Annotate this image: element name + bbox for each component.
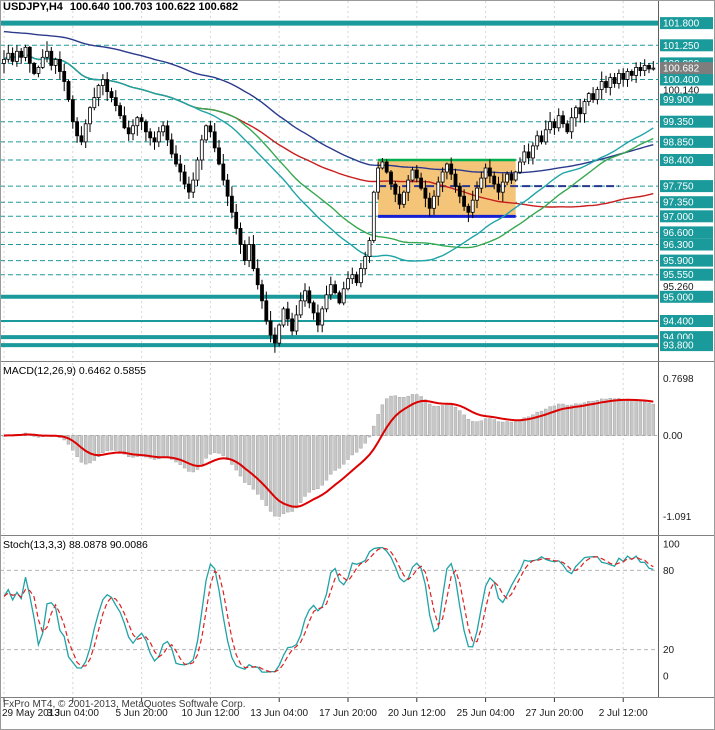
price-level-label: 93.800 bbox=[663, 341, 694, 352]
price-level-badge bbox=[660, 73, 713, 86]
price-tick-label: 100.140 bbox=[663, 85, 700, 96]
price-level-label: 94.000 bbox=[663, 333, 694, 344]
price-scale-background bbox=[659, 0, 715, 730]
price-level-label: 95.550 bbox=[663, 270, 694, 281]
price-level-label: 99.900 bbox=[663, 95, 694, 106]
price-level-badge bbox=[660, 339, 713, 352]
price-level-badge bbox=[660, 254, 713, 267]
macd-histogram bbox=[2, 394, 655, 517]
price-level-badge bbox=[660, 268, 713, 281]
ma-slow-blue-line bbox=[3, 30, 654, 174]
macd-axis-label: -1.091 bbox=[663, 512, 692, 523]
price-level-label: 97.350 bbox=[663, 198, 694, 209]
moving-averages bbox=[3, 30, 654, 262]
stoch-level-lines bbox=[0, 569, 658, 651]
current-price-box bbox=[660, 62, 713, 75]
price-level-badge bbox=[660, 210, 713, 223]
price-level-badge bbox=[660, 135, 713, 148]
price-level-label: 100.400 bbox=[663, 75, 700, 86]
stoch-axis-label: 80 bbox=[663, 566, 675, 577]
price-level-label: 95.900 bbox=[663, 256, 694, 267]
price-level-badge bbox=[660, 290, 713, 303]
price-level-badge bbox=[660, 238, 713, 251]
price-level-label: 96.600 bbox=[663, 228, 694, 239]
time-tick-label: 3 Jun 04:00 bbox=[47, 708, 100, 719]
stoch-k-line bbox=[3, 546, 654, 673]
stoch-axis-label: 20 bbox=[663, 645, 675, 656]
ma-fast-teal-line bbox=[3, 54, 654, 262]
price-level-badge bbox=[660, 154, 713, 166]
stoch-scale[interactable]: 100 80 20 0 bbox=[663, 540, 680, 683]
stoch-axis-label: 0 bbox=[663, 672, 669, 683]
macd-signal-line bbox=[3, 398, 654, 508]
price-level-badge bbox=[660, 93, 713, 106]
price-level-label: 101.800 bbox=[663, 19, 700, 30]
candles-layer bbox=[2, 41, 656, 353]
stoch-axis-label: 100 bbox=[663, 540, 680, 551]
time-tick-label: 20 Jun 12:00 bbox=[388, 708, 446, 719]
price-level-label: 95.000 bbox=[663, 292, 694, 303]
price-level-label: 98.850 bbox=[663, 137, 694, 148]
stoch-d-line bbox=[3, 547, 654, 673]
time-tick-label: 25 Jun 04:00 bbox=[457, 708, 515, 719]
price-level-badge bbox=[660, 17, 713, 30]
price-level-badge bbox=[660, 226, 713, 239]
support-resistance-lines bbox=[0, 20, 658, 348]
price-level-label: 97.750 bbox=[663, 182, 694, 193]
price-level-label: 94.400 bbox=[663, 317, 694, 328]
time-tick-label: 2 Jul 12:00 bbox=[599, 708, 648, 719]
price-level-label: 96.300 bbox=[663, 240, 694, 251]
price-level-badge bbox=[660, 115, 713, 128]
macd-axis-label: 0.00 bbox=[663, 431, 683, 442]
price-level-badge bbox=[660, 39, 713, 52]
time-tick-label: 27 Jun 20:00 bbox=[525, 708, 583, 719]
price-level-label: 101.250 bbox=[663, 41, 700, 52]
price-level-badge bbox=[660, 180, 713, 193]
time-tick-label: 29 May 2013 bbox=[2, 708, 60, 719]
time-tick-label: 13 Jun 04:00 bbox=[250, 708, 308, 719]
price-level-label: 97.000 bbox=[663, 212, 694, 223]
price-tick-label: 95.260 bbox=[663, 282, 694, 293]
price-level-label: 98.400 bbox=[663, 156, 694, 167]
price-level-badge bbox=[660, 315, 713, 327]
time-tick-label: 5 Jun 20:00 bbox=[115, 708, 168, 719]
current-price-label: 100.682 bbox=[663, 64, 700, 75]
time-tick-label: 17 Jun 20:00 bbox=[319, 708, 377, 719]
price-level-label: 99.350 bbox=[663, 117, 694, 128]
price-scale[interactable]: 101.800101.250100.800100.40099.90099.350… bbox=[660, 17, 713, 352]
price-level-badge bbox=[660, 196, 713, 209]
macd-scale[interactable]: 0.7698 0.00 -1.091 bbox=[663, 374, 694, 523]
time-tick-label: 10 Jun 12:00 bbox=[181, 708, 239, 719]
macd-axis-label: 0.7698 bbox=[663, 374, 694, 385]
